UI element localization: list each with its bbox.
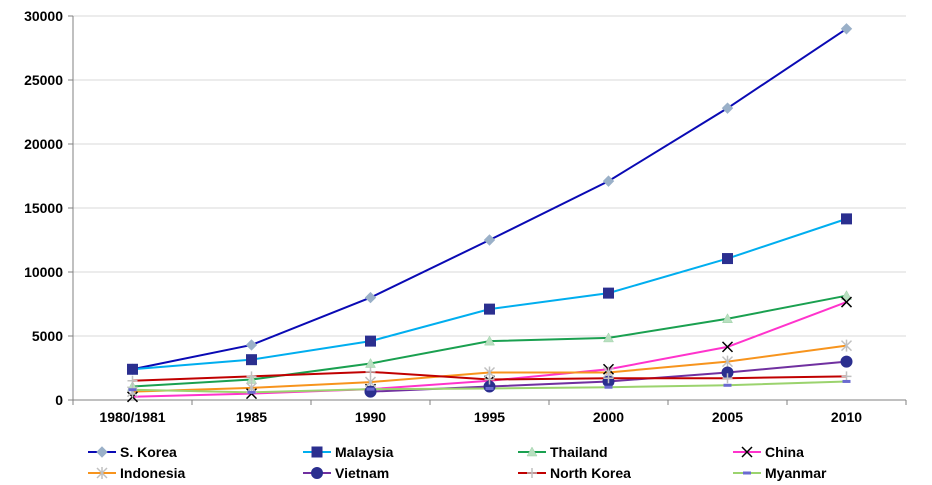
marker-malaysia — [127, 363, 138, 375]
marker-china — [721, 341, 734, 353]
y-tick-label: 10000 — [24, 264, 63, 280]
marker-north-korea — [365, 366, 376, 377]
marker-north-korea — [841, 371, 852, 382]
marker-china — [840, 296, 853, 308]
marker-malaysia — [841, 213, 852, 225]
marker-myanmar — [842, 379, 851, 383]
marker-thailand — [841, 290, 852, 300]
legend-item-north-korea: North Korea — [518, 465, 631, 481]
marker-myanmar — [743, 471, 751, 475]
x-tick-label: 2010 — [831, 409, 862, 425]
y-tick-label: 20000 — [24, 136, 63, 152]
legend-item-vietnam: Vietnam — [303, 465, 389, 481]
marker-myanmar — [604, 385, 613, 389]
x-tick-label: 1990 — [355, 409, 386, 425]
y-tick-label: 25000 — [24, 72, 63, 88]
marker-thailand — [603, 332, 614, 343]
marker-indonesia — [840, 339, 853, 352]
legend-label-s-korea: S. Korea — [120, 444, 177, 460]
y-tick-label: 15000 — [24, 200, 63, 216]
marker-malaysia — [722, 253, 733, 265]
marker-thailand — [526, 446, 538, 457]
gridlines — [73, 15, 906, 337]
x-tick-label: 2000 — [593, 409, 624, 425]
marker-indonesia — [721, 355, 734, 368]
marker-myanmar — [128, 388, 137, 392]
marker-north-korea — [246, 371, 257, 382]
marker-s-korea — [364, 291, 377, 304]
marker-myanmar — [366, 387, 375, 391]
marker-north-korea — [603, 373, 614, 384]
y-tick-label: 5000 — [32, 328, 63, 344]
legend-item-myanmar: Myanmar — [733, 465, 827, 481]
marker-thailand — [722, 313, 733, 323]
y-tick-label: 30000 — [24, 8, 63, 24]
marker-s-korea — [602, 175, 615, 187]
y-axis-ticks: 0 5000 10000 15000 20000 25000 30000 — [24, 8, 73, 408]
legend-item-thailand: Thailand — [518, 444, 608, 460]
x-tick-label: 1995 — [474, 409, 505, 425]
legend-label-north-korea: North Korea — [550, 465, 631, 481]
marker-s-korea — [96, 446, 108, 458]
marker-s-korea — [483, 234, 496, 246]
marker-malaysia — [603, 287, 614, 299]
marker-north-korea — [484, 374, 495, 385]
marker-malaysia — [311, 446, 323, 458]
legend-label-china: China — [765, 444, 804, 460]
marker-vietnam — [840, 355, 853, 368]
marker-myanmar — [485, 386, 494, 390]
legend-label-malaysia: Malaysia — [335, 444, 394, 460]
x-tick-label: 1985 — [236, 409, 267, 425]
marker-malaysia — [365, 335, 376, 347]
marker-malaysia — [246, 354, 257, 366]
marker-s-korea — [840, 23, 853, 35]
marker-north-korea — [722, 373, 733, 384]
y-tick-label: 0 — [55, 392, 63, 408]
legend-item-s-korea: S. Korea — [88, 444, 177, 460]
marker-malaysia — [484, 303, 495, 315]
marker-north-korea — [527, 468, 537, 478]
marker-s-korea — [245, 339, 258, 351]
legend-item-china: China — [733, 444, 804, 460]
series-markers — [126, 23, 853, 403]
marker-myanmar — [723, 383, 732, 387]
marker-north-korea — [127, 375, 138, 386]
legend-label-myanmar: Myanmar — [765, 465, 827, 481]
marker-indonesia — [96, 467, 108, 479]
x-tick-label: 2005 — [712, 409, 743, 425]
x-tick-label: 1980/1981 — [99, 409, 165, 425]
legend-label-thailand: Thailand — [550, 444, 608, 460]
legend-item-malaysia: Malaysia — [303, 444, 394, 460]
marker-s-korea — [721, 102, 734, 114]
legend-item-indonesia: Indonesia — [88, 465, 186, 481]
marker-thailand — [484, 335, 495, 346]
legend-label-vietnam: Vietnam — [335, 465, 389, 481]
x-axis-ticks: 1980/1981 1985 1990 1995 2000 2005 2010 — [72, 400, 907, 425]
legend-label-indonesia: Indonesia — [120, 465, 186, 481]
legend: S. Korea Malaysia Thailand China Indonesia Vi… — [88, 444, 827, 481]
marker-myanmar — [247, 390, 256, 394]
marker-vietnam — [311, 467, 323, 479]
marker-china — [741, 446, 753, 458]
